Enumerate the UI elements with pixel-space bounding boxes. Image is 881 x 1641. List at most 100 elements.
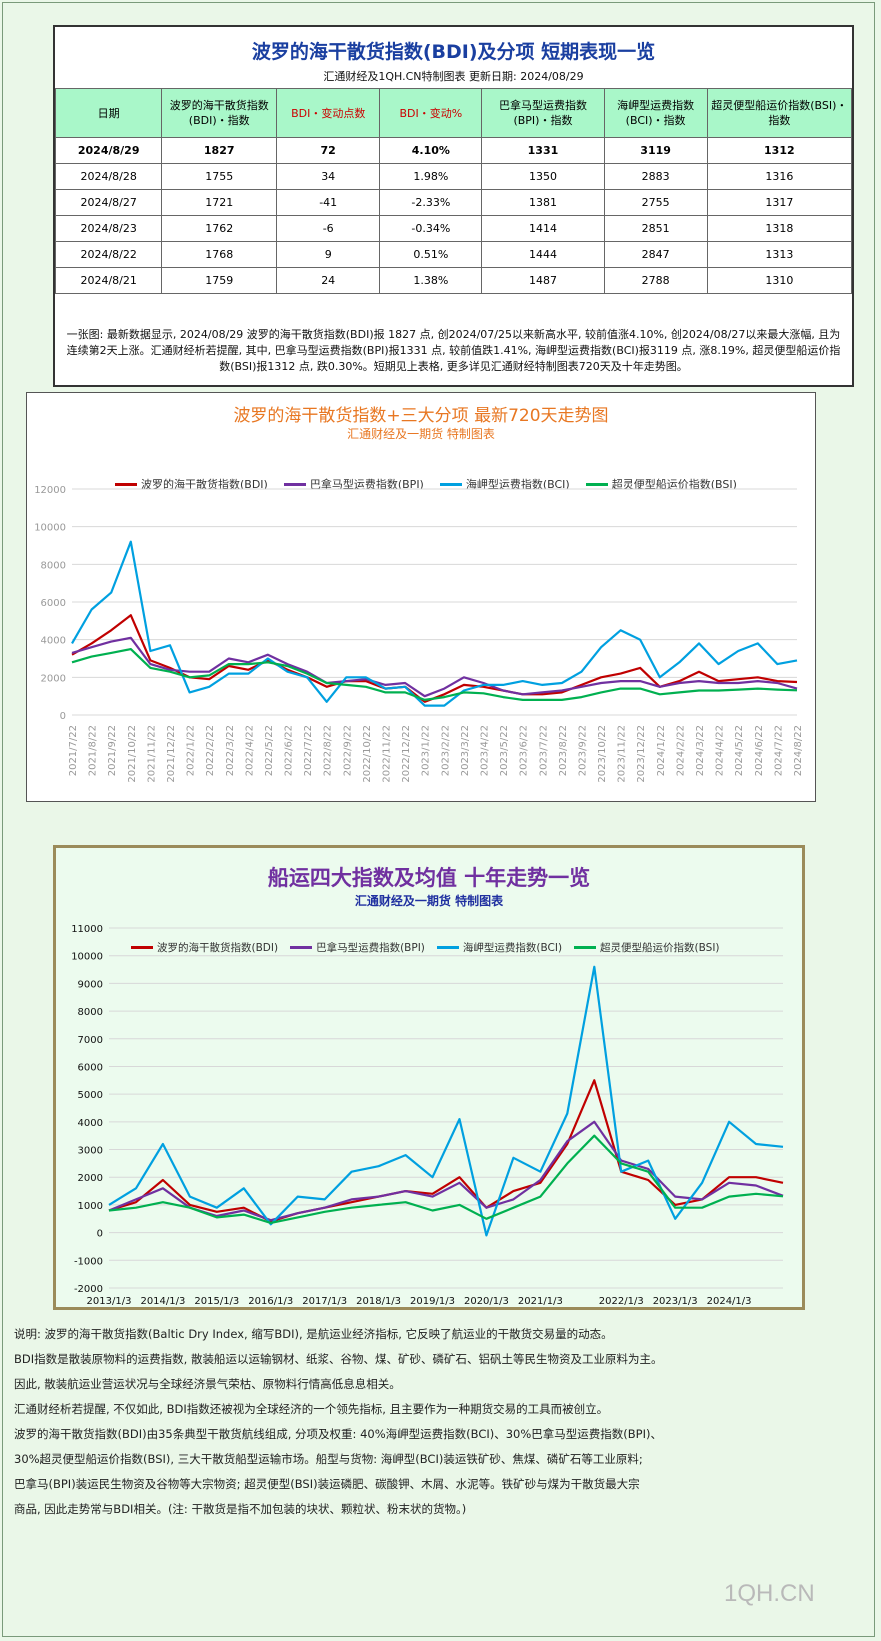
- legend-item: 波罗的海干散货指数(BDI): [131, 940, 278, 955]
- table-cell: 2024/8/22: [54, 241, 163, 268]
- legend-swatch: [290, 946, 313, 949]
- chart2-title: 船运四大指数及均值 十年走势一览: [267, 866, 591, 890]
- x-tick-label: 2023/8/22: [558, 725, 569, 776]
- table-cell: 2847: [603, 241, 708, 268]
- explanation-line: 说明: 波罗的海干散货指数(Baltic Dry Index, 缩写BDI), …: [14, 1327, 613, 1341]
- summary-table-panel: 波罗的海干散货指数(BDI)及分项 短期表现一览 汇通财经及1QH.CN特制图表…: [53, 25, 854, 387]
- header-bdi-change: BDI・变动点数: [276, 88, 381, 138]
- x-tick-label: 2015/1/3: [194, 1296, 239, 1307]
- header-bdi-change-pct: BDI・变动%: [379, 88, 483, 138]
- y-tick-label: 1000: [78, 1201, 103, 1212]
- legend-swatch: [283, 482, 306, 486]
- chart1-legend: 波罗的海干散货指数(BDI) 巴拿马型运费指数(BPI) 海岬型运费指数(BCI) 超…: [115, 476, 737, 492]
- table-cell: 24: [276, 267, 381, 294]
- series-line: [71, 614, 798, 703]
- x-tick-label: 2019/1/3: [410, 1296, 455, 1307]
- legend-item: 海岬型运费指数(BCI): [436, 940, 562, 955]
- site-logo: 1QH.CN: [724, 1580, 815, 1607]
- legend-item: 海岬型运费指数(BCI): [439, 476, 570, 492]
- table-cell: 1316: [706, 163, 853, 190]
- x-tick-label: 2024/6/22: [754, 725, 765, 776]
- chart1-title: 波罗的海干散货指数+三大分项 最新720天走势图: [233, 406, 609, 426]
- table-cell: 2788: [603, 267, 708, 294]
- x-tick-label: 2024/1/22: [656, 725, 667, 776]
- table-cell: 0.51%: [379, 241, 483, 268]
- table-row: 2024/8/27 1721 -41 -2.33% 1381 2755 1317: [54, 189, 853, 216]
- legend-swatch: [585, 482, 608, 486]
- table-cell: 9: [276, 241, 381, 268]
- x-tick-label: 2016/1/3: [248, 1296, 293, 1307]
- x-tick-label: 2022/5/22: [264, 725, 275, 776]
- x-tick-label: 2023/11/22: [617, 725, 628, 783]
- table-cell: 1350: [481, 163, 605, 190]
- x-tick-label: 2021/11/22: [146, 725, 157, 783]
- x-tick-label: 2023/3/22: [460, 725, 471, 776]
- table-cell: 1768: [161, 241, 278, 268]
- x-tick-label: 2018/1/3: [356, 1296, 401, 1307]
- x-tick-label: 2022/12/22: [401, 725, 412, 783]
- chart-720-days: 波罗的海干散货指数+三大分项 最新720天走势图 汇通财经及一期货 特制图表 波…: [26, 392, 816, 802]
- x-tick-label: 2022/7/22: [303, 725, 314, 776]
- x-tick-label: 2023/6/22: [519, 725, 530, 776]
- table-cell: 2024/8/28: [54, 163, 163, 190]
- x-tick-label: 2024/5/22: [734, 725, 745, 776]
- chart1-subtitle: 汇通财经及一期货 特制图表: [347, 427, 495, 441]
- table-cell: 2024/8/21: [54, 267, 163, 294]
- x-tick-label: 2024/7/22: [773, 725, 784, 776]
- table-cell: 1444: [481, 241, 605, 268]
- y-tick-label: 4000: [78, 1118, 103, 1129]
- table-cell: 1.38%: [379, 267, 483, 294]
- table-cell: 1318: [706, 215, 853, 242]
- x-tick-label: 2024/4/22: [715, 725, 726, 776]
- table-row: 2024/8/22 1768 9 0.51% 1444 2847 1313: [54, 241, 853, 268]
- x-tick-label: 2023/1/3: [653, 1296, 698, 1307]
- x-tick-label: 2022/1/22: [186, 725, 197, 776]
- explanation-line: 30%超灵便型船运价指数(BSI), 三大干散货船型运输市场。船型与货物: 海岬…: [14, 1452, 643, 1466]
- explanation-line: 汇通财经析若提醒, 不仅如此, BDI指数还被视为全球经济的一个领先指标, 且主…: [14, 1402, 609, 1416]
- x-tick-label: 2021/12/22: [166, 725, 177, 783]
- table-cell: 1312: [706, 137, 853, 164]
- legend-item: 波罗的海干散货指数(BDI): [115, 476, 268, 492]
- table-row: 2024/8/29 1827 72 4.10% 1331 3119 1312: [54, 137, 853, 164]
- x-tick-label: 2023/2/22: [440, 725, 451, 776]
- table-header-row: 日期 波罗的海干散货指数(BDI)・指数 BDI・变动点数 BDI・变动% 巴拿…: [54, 88, 853, 138]
- y-tick-label: 2000: [78, 1173, 103, 1184]
- table-cell: 2024/8/29: [54, 137, 163, 164]
- y-tick-label: 8000: [41, 560, 66, 571]
- x-tick-label: 2024/1/3: [707, 1296, 752, 1307]
- chart2-subtitle: 汇通财经及一期货 特制图表: [354, 894, 504, 908]
- table-cell: 1414: [481, 215, 605, 242]
- legend-item: 巴拿马型运费指数(BPI): [283, 476, 424, 492]
- y-tick-label: 8000: [78, 1007, 103, 1018]
- y-tick-label: 6000: [78, 1062, 103, 1073]
- series-line: [108, 1120, 784, 1222]
- y-tick-label: 2000: [41, 673, 66, 684]
- x-tick-label: 2017/1/3: [302, 1296, 347, 1307]
- table-cell: -41: [276, 189, 381, 216]
- header-date: 日期: [54, 88, 163, 138]
- x-tick-label: 2023/1/22: [421, 725, 432, 776]
- y-tick-label: 9000: [78, 979, 103, 990]
- x-tick-label: 2024/2/22: [675, 725, 686, 776]
- explanation-line: 商品, 因此走势常与BDI相关。(注: 干散货是指不加包装的块状、颗粒状、粉末状…: [14, 1502, 467, 1516]
- table-cell: 1.98%: [379, 163, 483, 190]
- x-tick-label: 2013/1/3: [87, 1296, 132, 1307]
- x-tick-label: 2021/8/22: [88, 725, 99, 776]
- x-tick-label: 2022/4/22: [244, 725, 255, 776]
- series-line: [71, 636, 798, 698]
- y-tick-label: 6000: [41, 598, 66, 609]
- legend-item: 超灵便型船运价指数(BSI): [585, 476, 737, 492]
- legend-item: 巴拿马型运费指数(BPI): [290, 940, 425, 955]
- legend-item: 超灵便型船运价指数(BSI): [574, 940, 720, 955]
- legend-swatch: [439, 482, 462, 486]
- x-tick-label: 2024/8/22: [793, 725, 804, 776]
- table-row: 2024/8/28 1755 34 1.98% 1350 2883 1316: [54, 163, 853, 190]
- x-tick-label: 2022/2/22: [205, 725, 216, 776]
- table-row: 2024/8/23 1762 -6 -0.34% 1414 2851 1318: [54, 215, 853, 242]
- x-tick-label: 2023/12/22: [636, 725, 647, 783]
- legend-swatch: [131, 946, 153, 949]
- header-bdi: 波罗的海干散货指数(BDI)・指数: [161, 88, 278, 138]
- x-tick-label: 2022/6/22: [284, 725, 295, 776]
- legend-label: 巴拿马型运费指数(BPI): [316, 942, 425, 954]
- table-cell: 1827: [161, 137, 278, 164]
